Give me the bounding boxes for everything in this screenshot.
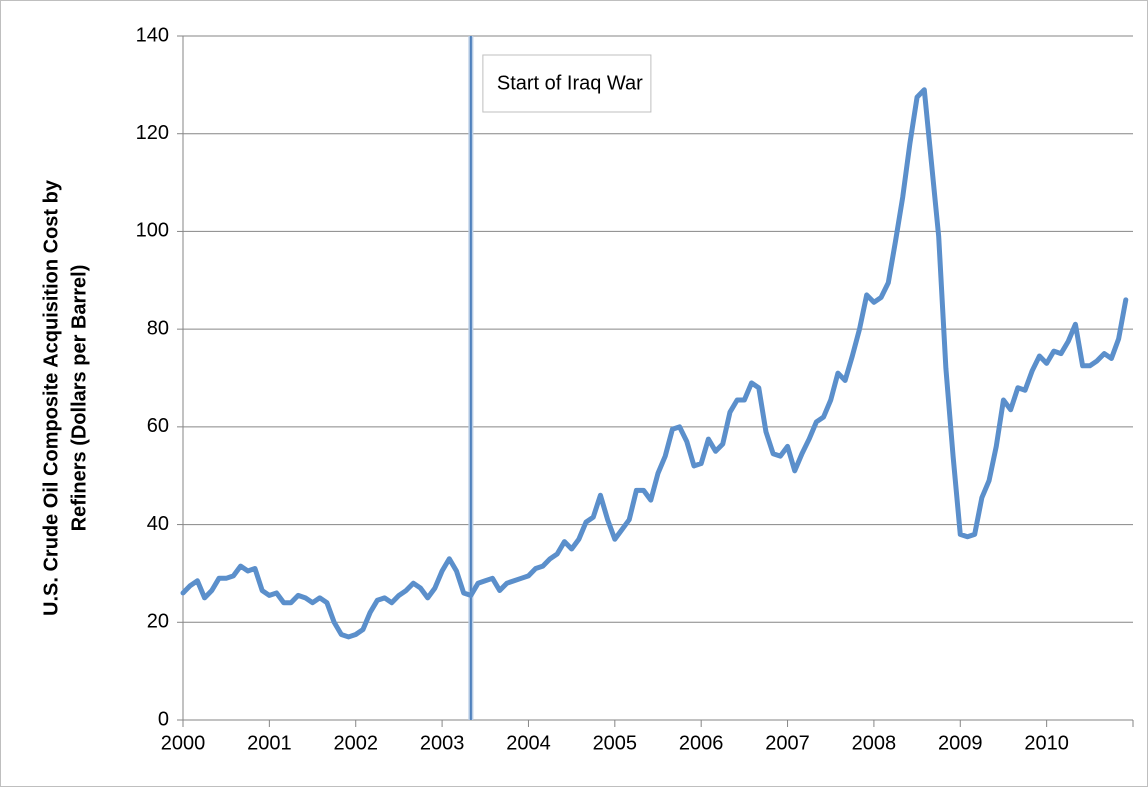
y-axis-label: Refiners (Dollars per Barrel) [68, 265, 90, 532]
x-tick-label: 2004 [506, 732, 551, 754]
y-tick-label: 60 [147, 415, 169, 437]
y-tick-label: 0 [158, 708, 169, 730]
x-tick-label: 2003 [420, 732, 465, 754]
x-tick-label: 2008 [852, 732, 897, 754]
y-tick-label: 140 [136, 24, 169, 46]
y-tick-label: 120 [136, 122, 169, 144]
x-tick-label: 2001 [247, 732, 292, 754]
y-axis-label: U.S. Crude Oil Composite Acquisition Cos… [40, 179, 62, 616]
x-tick-label: 2006 [679, 732, 724, 754]
x-tick-label: 2009 [938, 732, 983, 754]
y-tick-label: 100 [136, 220, 169, 242]
x-tick-label: 2005 [593, 732, 638, 754]
x-tick-label: 2002 [333, 732, 378, 754]
x-tick-label: 2000 [161, 732, 206, 754]
y-tick-label: 20 [147, 611, 169, 633]
y-tick-label: 80 [147, 317, 169, 339]
x-tick-label: 2010 [1024, 732, 1069, 754]
annotation-box [482, 54, 652, 113]
x-tick-label: 2007 [765, 732, 810, 754]
annotation-text: Start of Iraq War [497, 72, 643, 94]
data-line [180, 87, 1129, 640]
y-tick-label: 40 [147, 513, 169, 535]
